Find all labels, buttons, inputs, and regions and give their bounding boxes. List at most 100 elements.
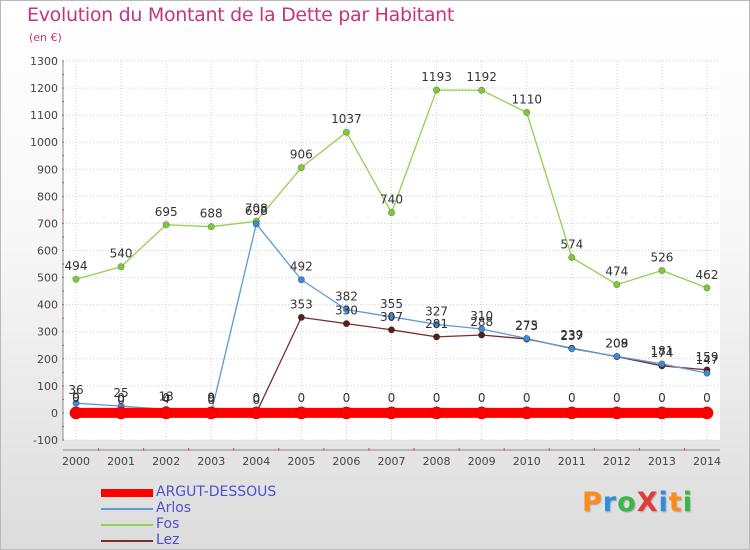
data-point-fos xyxy=(433,86,441,94)
data-point-argut-dessous xyxy=(655,406,669,420)
x-tick-label: 2012 xyxy=(603,455,631,468)
data-point-fos xyxy=(117,263,125,271)
legend-label-arlos: Arlos xyxy=(156,500,192,516)
data-label-lez: 281 xyxy=(425,317,448,331)
legend-swatch-argut-dessous xyxy=(101,489,153,497)
data-label-fos: 688 xyxy=(200,207,223,221)
data-label-argut-dessous: 0 xyxy=(117,391,125,405)
data-label-arlos: 13 xyxy=(159,389,174,403)
y-tick-label: 1100 xyxy=(30,109,58,122)
data-point-arlos xyxy=(342,306,350,314)
data-point-fos xyxy=(523,108,531,116)
data-point-arlos xyxy=(523,334,531,342)
y-tick-label: 700 xyxy=(37,217,58,230)
y-tick-label: 1000 xyxy=(30,136,58,149)
data-label-arlos: 209 xyxy=(605,336,628,350)
legend-swatch-arlos xyxy=(101,508,153,510)
data-point-arlos xyxy=(568,345,576,353)
data-label-argut-dessous: 0 xyxy=(298,391,306,405)
data-label-lez: 174 xyxy=(650,346,673,360)
proxiti-logo: ProXiti xyxy=(582,487,693,518)
data-label-fos: 540 xyxy=(110,247,133,261)
logo-letter: r xyxy=(602,487,618,518)
data-point-argut-dessous xyxy=(249,406,263,420)
data-label-argut-dessous: 0 xyxy=(658,391,666,405)
data-label-fos: 526 xyxy=(650,251,673,265)
data-point-argut-dessous xyxy=(430,406,443,420)
y-tick-label: 1200 xyxy=(30,82,58,95)
data-point-fos xyxy=(568,254,576,262)
data-label-fos: 474 xyxy=(605,265,628,279)
data-label-argut-dessous: 0 xyxy=(252,391,260,405)
data-point-argut-dessous xyxy=(295,406,308,420)
data-label-lez: 9 xyxy=(207,390,215,404)
data-point-lez xyxy=(433,333,441,341)
y-tick-label: 300 xyxy=(37,326,58,339)
data-point-lez xyxy=(342,320,350,328)
data-point-argut-dessous xyxy=(700,406,714,420)
y-tick-label: 1300 xyxy=(30,55,58,68)
data-label-fos: 1110 xyxy=(511,92,542,106)
x-tick-label: 2006 xyxy=(332,455,360,468)
x-tick-label: 2003 xyxy=(197,455,225,468)
data-point-arlos xyxy=(658,360,666,368)
y-tick-label: 800 xyxy=(37,190,58,203)
data-label-argut-dessous: 0 xyxy=(703,391,711,405)
data-point-fos xyxy=(72,275,80,283)
data-label-lez: 307 xyxy=(380,310,403,324)
y-tick-label: 400 xyxy=(37,299,58,312)
data-label-lez: 353 xyxy=(290,297,313,311)
data-point-arlos xyxy=(703,369,711,377)
data-point-fos xyxy=(162,221,170,229)
data-label-lez: 273 xyxy=(515,319,538,333)
y-tick-label: 100 xyxy=(37,380,58,393)
data-label-lez: 208 xyxy=(605,337,628,351)
data-point-arlos xyxy=(297,276,305,284)
data-label-arlos: 181 xyxy=(650,344,673,358)
data-point-fos xyxy=(703,284,711,292)
data-point-argut-dessous xyxy=(114,406,128,420)
data-point-argut-dessous xyxy=(204,406,218,420)
data-label-fos: 574 xyxy=(560,238,583,252)
legend-swatch-lez xyxy=(101,540,153,542)
logo-letter: i xyxy=(682,487,693,518)
y-tick-label: -100 xyxy=(33,434,58,447)
x-tick-label: 2009 xyxy=(468,455,496,468)
data-label-arlos: 25 xyxy=(113,386,128,400)
data-label-argut-dessous: 0 xyxy=(72,391,80,405)
data-point-fos xyxy=(613,281,621,289)
y-tick-label: 500 xyxy=(37,272,58,285)
x-tick-label: 2014 xyxy=(693,455,721,468)
logo-letter: i xyxy=(658,487,669,518)
legend-swatch-fos xyxy=(101,524,153,526)
data-point-arlos xyxy=(72,399,80,407)
data-point-arlos xyxy=(613,352,621,360)
y-tick-label: 900 xyxy=(37,163,58,176)
data-label-lez: 239 xyxy=(560,328,583,342)
data-point-fos xyxy=(658,267,666,275)
data-point-argut-dessous xyxy=(610,406,624,420)
data-label-arlos: 327 xyxy=(425,304,448,318)
chart-title: Evolution du Montant de la Dette par Hab… xyxy=(27,4,455,26)
data-label-lez: 0 xyxy=(117,393,125,407)
data-point-fos xyxy=(478,86,486,94)
data-point-lez xyxy=(297,313,305,321)
data-label-lez: 4 xyxy=(162,392,170,406)
logo-letter: P xyxy=(582,487,603,518)
legend-label-lez: Lez xyxy=(156,532,180,548)
data-label-argut-dessous: 0 xyxy=(207,391,215,405)
logo-letter: o xyxy=(617,487,637,518)
data-label-lez: 9 xyxy=(72,390,80,404)
data-label-fos: 1192 xyxy=(466,70,497,84)
data-point-argut-dessous xyxy=(475,406,488,420)
y-tick-label: 200 xyxy=(37,353,58,366)
data-label-argut-dessous: 0 xyxy=(568,391,576,405)
data-point-lez xyxy=(387,326,395,334)
data-label-fos: 1193 xyxy=(421,70,452,84)
data-point-argut-dessous xyxy=(340,406,353,420)
data-label-lez: 288 xyxy=(470,315,493,329)
data-label-lez: 330 xyxy=(335,304,358,318)
data-label-argut-dessous: 0 xyxy=(388,391,396,405)
data-label-lez: 0 xyxy=(252,393,260,407)
